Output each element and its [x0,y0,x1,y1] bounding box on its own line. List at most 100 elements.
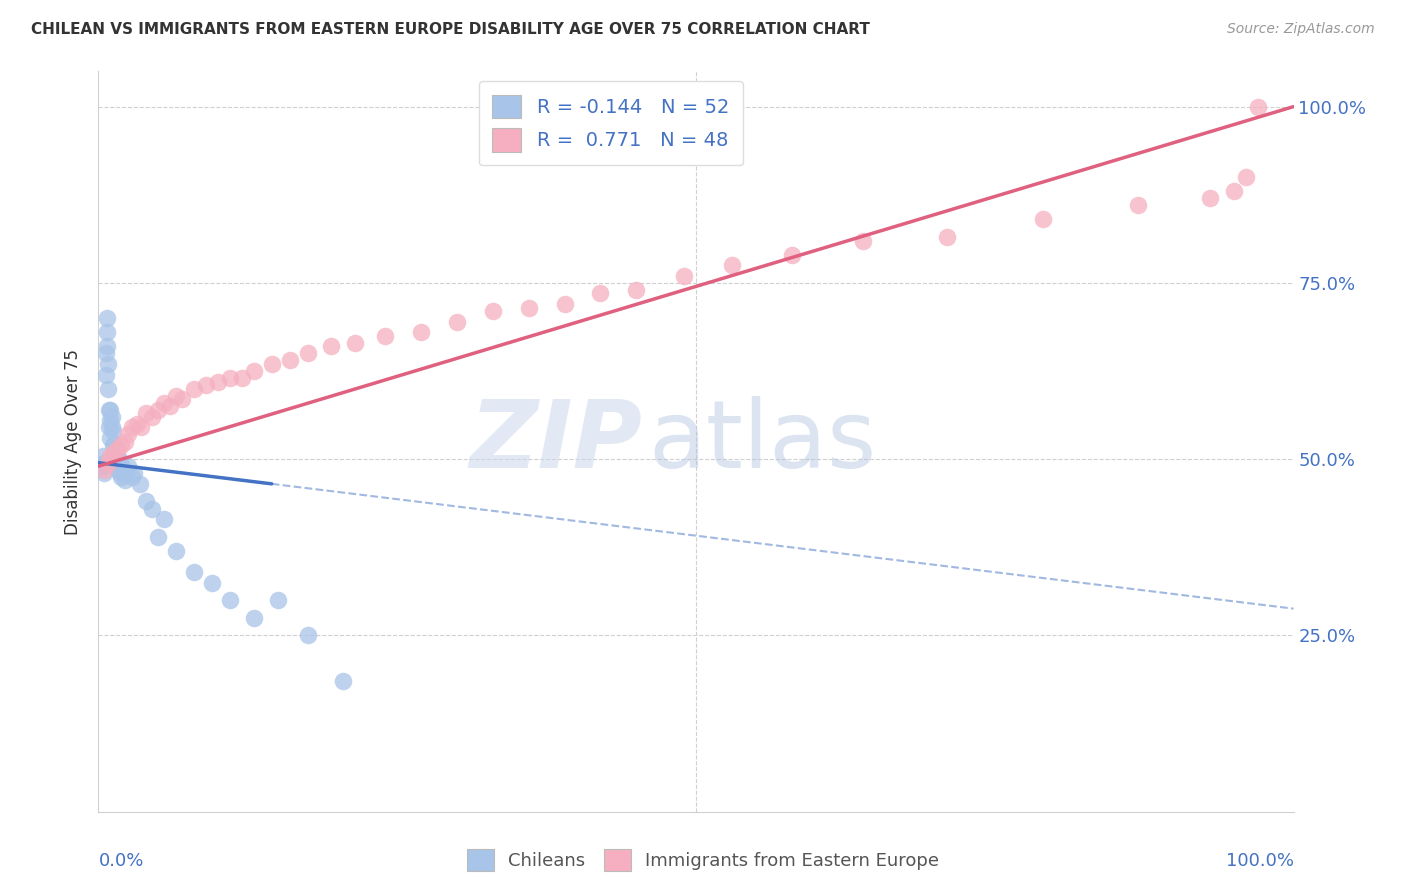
Point [1234,170,1257,185]
Point [112,467,135,481]
Point [481,304,505,318]
Text: Source: ZipAtlas.com: Source: ZipAtlas.com [1227,22,1375,37]
Point [267,593,290,607]
Point [297,346,319,360]
Point [96,339,118,353]
Point [100,409,122,424]
Point [172,392,194,407]
Point [107,463,129,477]
Point [107,452,129,467]
Point [148,402,170,417]
Point [94,368,117,382]
Point [111,459,134,474]
Point [98,402,121,417]
Point [97,456,120,470]
Point [98,449,122,463]
Point [321,339,343,353]
Point [278,353,301,368]
Point [219,593,242,607]
Point [100,420,122,434]
Point [446,315,468,329]
Point [104,445,127,459]
Point [98,413,122,427]
Point [554,297,576,311]
Point [780,248,803,262]
Point [96,311,118,326]
Text: ZIP: ZIP [470,395,643,488]
Text: 100.0%: 100.0% [1226,853,1294,871]
Point [195,378,218,392]
Point [936,230,959,244]
Point [103,445,125,459]
Point [110,470,132,484]
Point [183,565,205,579]
Point [1199,191,1222,205]
Point [374,328,396,343]
Point [94,346,117,360]
Point [121,420,143,434]
Point [107,442,129,456]
Point [129,476,152,491]
Point [115,467,138,481]
Point [148,530,170,544]
Point [297,628,319,642]
Point [91,449,114,463]
Point [121,470,143,484]
Point [626,283,648,297]
Point [243,364,266,378]
Point [96,325,118,339]
Point [344,335,367,350]
Point [124,467,146,481]
Point [135,406,157,420]
Point [411,325,433,339]
Point [1128,198,1150,212]
Point [201,575,224,590]
Point [98,402,122,417]
Text: atlas: atlas [648,395,876,488]
Point [107,452,129,467]
Point [105,449,128,463]
Point [183,382,205,396]
Y-axis label: Disability Age Over 75: Disability Age Over 75 [65,349,83,534]
Point [110,438,132,452]
Point [141,409,163,424]
Point [260,357,283,371]
Point [517,301,540,315]
Point [1247,100,1270,114]
Point [101,438,124,452]
Point [117,427,139,442]
Point [141,501,163,516]
Point [107,463,129,477]
Point [243,611,266,625]
Point [165,544,187,558]
Point [219,371,242,385]
Point [1032,212,1054,227]
Point [1223,184,1246,198]
Point [104,456,127,470]
Point [721,258,744,272]
Legend: Chileans, Immigrants from Eastern Europe: Chileans, Immigrants from Eastern Europe [460,842,946,879]
Point [165,389,187,403]
Point [207,375,229,389]
Point [852,234,875,248]
Legend: R = -0.144   N = 52, R =  0.771   N = 48: R = -0.144 N = 52, R = 0.771 N = 48 [478,81,742,166]
Point [103,438,125,452]
Point [114,434,136,449]
Point [117,459,139,474]
Point [131,420,153,434]
Point [101,424,124,438]
Point [153,512,176,526]
Text: CHILEAN VS IMMIGRANTS FROM EASTERN EUROPE DISABILITY AGE OVER 75 CORRELATION CHA: CHILEAN VS IMMIGRANTS FROM EASTERN EUROP… [31,22,870,37]
Point [98,420,121,434]
Point [153,396,176,410]
Point [114,473,136,487]
Point [97,357,120,371]
Text: 0.0%: 0.0% [98,853,143,871]
Point [231,371,253,385]
Point [589,286,612,301]
Point [91,459,114,474]
Point [97,382,120,396]
Point [159,399,181,413]
Point [108,467,131,481]
Point [135,494,157,508]
